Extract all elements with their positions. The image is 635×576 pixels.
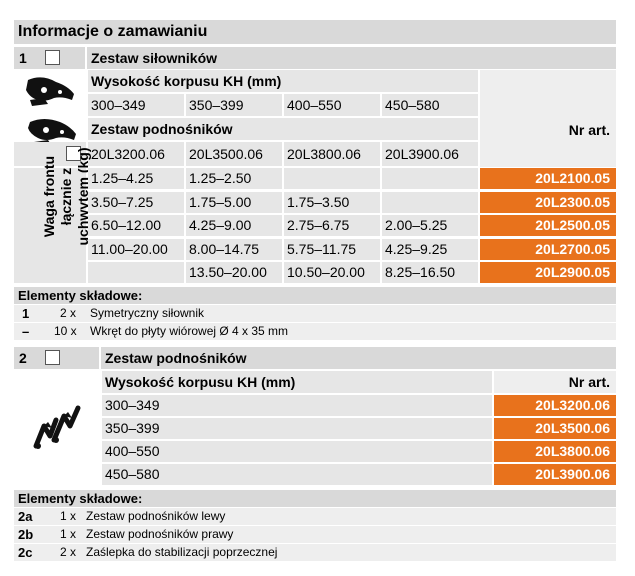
weight-range-cell: 10.50–20.00: [284, 262, 380, 283]
article-number[interactable]: 20L2700.05: [480, 238, 616, 260]
weight-range-cell: 1.25–2.50: [186, 168, 282, 189]
lifter-code-cell: 20L3900.06: [382, 142, 478, 166]
page-title: Informacje o zamawianiu: [18, 23, 208, 40]
article-number[interactable]: 20L3800.06: [494, 441, 616, 462]
weight-range-cell: 13.50–20.00: [186, 262, 282, 283]
height-cell: 300–349: [102, 395, 492, 416]
divider: [99, 347, 101, 369]
lifter-image: [14, 370, 100, 488]
article-number[interactable]: 20L2300.05: [480, 191, 616, 213]
height-cell: 450–580: [102, 464, 492, 485]
weight-label-cell: [14, 168, 86, 283]
weight-range-cell: 2.00–5.25: [382, 215, 478, 236]
component-row: 2a 1 x Zestaw podnośników lewy: [14, 508, 616, 525]
section2-height-header: Wysokość korpusu KH (mm): [102, 371, 492, 393]
article-number[interactable]: 20L3500.06: [494, 418, 616, 439]
article-number[interactable]: 20L2900.05: [480, 262, 616, 283]
divider: [85, 47, 87, 69]
weight-range-cell: 1.75–5.00: [186, 191, 282, 213]
section2-art-header-cell: Nr art.: [494, 371, 616, 393]
section1-components-header: Elementy składowe:: [14, 287, 616, 304]
weight-label-line2: łącznie z: [58, 167, 74, 226]
section1-name: Zestaw siłowników: [91, 50, 218, 66]
section1-height-header: Wysokość korpusu KH (mm): [88, 70, 478, 92]
weight-range-cell: [284, 168, 380, 189]
component-row: – 10 x Wkręt do płyty wiórowej Ø 4 x 35 …: [14, 323, 616, 340]
section1-header: [14, 47, 616, 69]
section2-checkbox[interactable]: [45, 350, 60, 365]
section2-name: Zestaw podnośników: [105, 350, 247, 366]
section2-components-header: Elementy składowe:: [14, 490, 616, 507]
weight-range-cell: 8.25–16.50: [382, 262, 478, 283]
weight-range-cell: 3.50–7.25: [88, 191, 184, 213]
height-cell: 300–349: [88, 94, 184, 116]
weight-range-cell: [88, 262, 184, 283]
lifter-set-icon: [33, 405, 81, 449]
lifter-set-checkbox[interactable]: [66, 146, 81, 161]
article-number[interactable]: 20L2500.05: [480, 215, 616, 236]
section1-number: 1: [19, 50, 27, 66]
section1-art-header: Nr art.: [568, 122, 610, 138]
weight-range-cell: 1.75–3.50: [284, 191, 380, 213]
weight-range-cell: 8.00–14.75: [186, 238, 282, 260]
height-cell: 400–550: [284, 94, 380, 116]
weight-range-cell: 6.50–12.00: [88, 215, 184, 236]
component-row: 2b 1 x Zestaw podnośników prawy: [14, 526, 616, 543]
section1-art-header-cell: Nr art.: [480, 70, 616, 167]
height-cell: 350–399: [102, 418, 492, 439]
weight-range-cell: 5.75–11.75: [284, 238, 380, 260]
height-cell: 400–550: [102, 441, 492, 462]
weight-range-cell: 1.25–4.25: [88, 168, 184, 189]
lifter-set-header: Zestaw podnośników: [88, 118, 478, 140]
weight-label-line1: Waga frontu: [41, 155, 57, 238]
section1-checkbox[interactable]: [45, 50, 60, 65]
lifter-code-cell: 20L3200.06: [88, 142, 184, 166]
height-cell: 450–580: [382, 94, 478, 116]
section2-header: [14, 347, 616, 369]
weight-range-cell: [382, 191, 478, 213]
title-bar: Informacje o zamawianiu: [14, 20, 616, 44]
weight-range-cell: 4.25–9.00: [186, 215, 282, 236]
component-row: 2c 2 x Zaślepka do stabilizacji poprzecz…: [14, 544, 616, 561]
weight-range-cell: 4.25–9.25: [382, 238, 478, 260]
component-row: 1 2 x Symetryczny siłownik: [14, 305, 616, 322]
lifter-code-cell: 20L3800.06: [284, 142, 380, 166]
lifter-code-cell: 20L3500.06: [186, 142, 282, 166]
weight-range-cell: [382, 168, 478, 189]
article-number[interactable]: 20L2100.05: [480, 168, 616, 189]
height-cell: 350–399: [186, 94, 282, 116]
article-number[interactable]: 20L3900.06: [494, 464, 616, 485]
article-number[interactable]: 20L3200.06: [494, 395, 616, 416]
weight-range-cell: 2.75–6.75: [284, 215, 380, 236]
weight-range-cell: 11.00–20.00: [88, 238, 184, 260]
section2-number: 2: [19, 350, 27, 366]
section2-art-header: Nr art.: [568, 374, 610, 390]
